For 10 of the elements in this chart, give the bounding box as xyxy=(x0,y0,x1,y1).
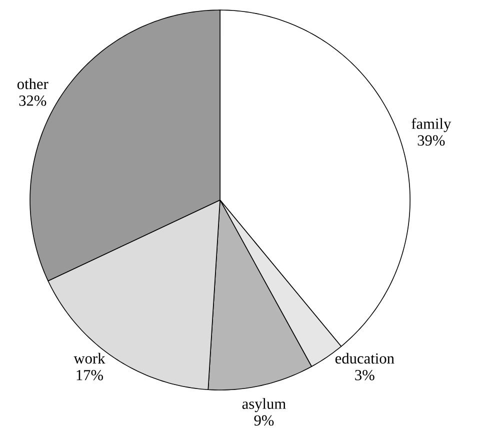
slice-label: other xyxy=(17,78,48,90)
data-label: 3% xyxy=(355,370,374,380)
slice-label: family xyxy=(412,118,452,132)
data-label: 39% xyxy=(418,135,445,146)
slice-label: work xyxy=(74,352,106,364)
data-label: 9% xyxy=(254,415,274,426)
data-label: 17% xyxy=(76,370,104,380)
data-label: 32% xyxy=(19,95,46,106)
slice-label: education xyxy=(335,352,394,364)
slice-label: asylum xyxy=(242,398,286,412)
